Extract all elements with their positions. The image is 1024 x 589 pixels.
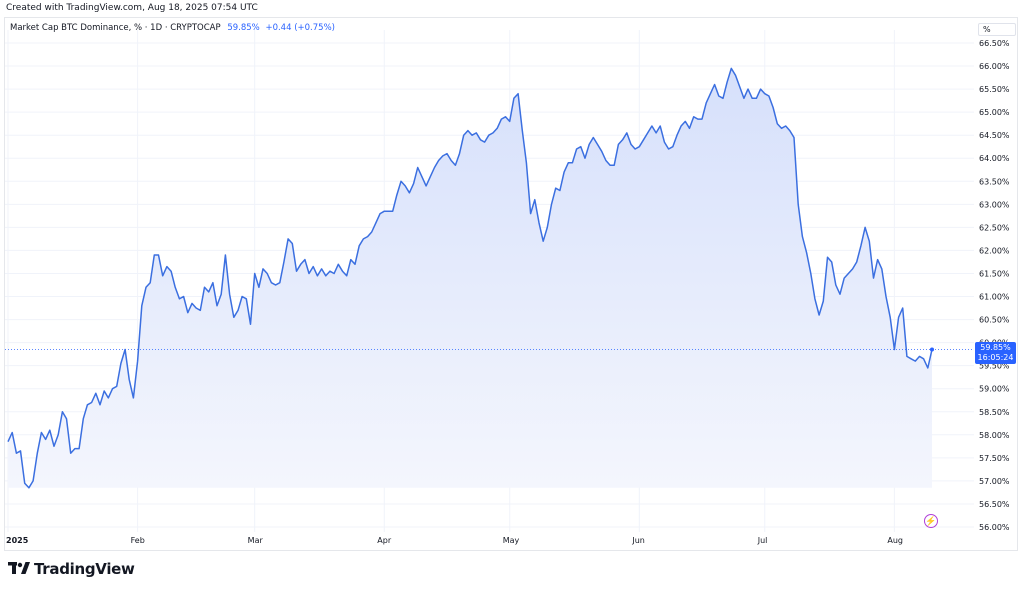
- y-tick-label: 65.00%: [979, 108, 1010, 117]
- y-tick-label: 56.00%: [979, 523, 1010, 532]
- x-tick-label: Apr: [377, 536, 392, 545]
- x-axis[interactable]: 2025 Feb Mar Apr May Jun Jul Aug: [6, 536, 903, 545]
- y-tick-label: 59.50%: [979, 362, 1010, 371]
- y-tick-label: 63.50%: [979, 177, 1010, 186]
- series-legend[interactable]: Market Cap BTC Dominance, % · 1D · CRYPT…: [10, 23, 335, 33]
- x-tick-label: 2025: [6, 536, 29, 545]
- y-tick-label: 60.50%: [979, 316, 1010, 325]
- series-line[interactable]: [7, 67, 933, 489]
- tradingview-logo-icon: [8, 562, 30, 574]
- x-tick-label: Aug: [887, 536, 903, 545]
- tradingview-logo[interactable]: TradingView: [8, 560, 135, 578]
- y-tick-label: 63.00%: [979, 200, 1010, 209]
- y-tick-label: 56.50%: [979, 500, 1010, 509]
- countdown-timer: 16:05:24: [977, 353, 1014, 362]
- y-tick-label: 58.50%: [979, 408, 1010, 417]
- y-tick-label: 58.00%: [979, 431, 1010, 440]
- y-tick-label: 64.50%: [979, 131, 1010, 140]
- x-tick-label: Feb: [131, 536, 145, 545]
- area-fill: [8, 68, 932, 488]
- last-price-tag: 59.85% 16:05:24: [975, 342, 1016, 364]
- y-tick-label: 64.00%: [979, 154, 1010, 163]
- y-tick-label: 59.00%: [979, 385, 1010, 394]
- price-scale-unit-button[interactable]: %: [978, 23, 1016, 36]
- legend-change: +0.44 (+0.75%): [265, 23, 335, 33]
- y-tick-label: 57.50%: [979, 454, 1010, 463]
- x-tick-label: Mar: [248, 536, 264, 545]
- x-tick-label: Jun: [631, 536, 645, 545]
- lightning-icon[interactable]: ⚡: [924, 514, 938, 528]
- x-tick-label: Jul: [757, 536, 768, 545]
- y-tick-label: 61.50%: [979, 269, 1010, 278]
- y-tick-label: 61.00%: [979, 293, 1010, 302]
- last-price-dot: [930, 347, 934, 352]
- legend-last-value: 59.85%: [227, 23, 260, 33]
- symbol-title: Market Cap BTC Dominance, % · 1D · CRYPT…: [10, 23, 221, 33]
- y-tick-label: 65.50%: [979, 85, 1010, 94]
- y-tick-label: 66.50%: [979, 39, 1010, 48]
- last-price-value: 59.85%: [980, 343, 1011, 352]
- created-with-text: Created with TradingView.com, Aug 18, 20…: [6, 3, 258, 13]
- y-tick-label: 62.00%: [979, 246, 1010, 255]
- y-tick-label: 57.00%: [979, 477, 1010, 486]
- y-tick-label: 66.00%: [979, 62, 1010, 71]
- brand-name: TradingView: [34, 560, 135, 578]
- y-axis[interactable]: 56.00% 56.50% 57.00% 57.50% 58.00% 58.50% 59.0…: [979, 39, 1010, 532]
- x-tick-label: May: [503, 536, 520, 545]
- y-tick-label: 62.50%: [979, 223, 1010, 232]
